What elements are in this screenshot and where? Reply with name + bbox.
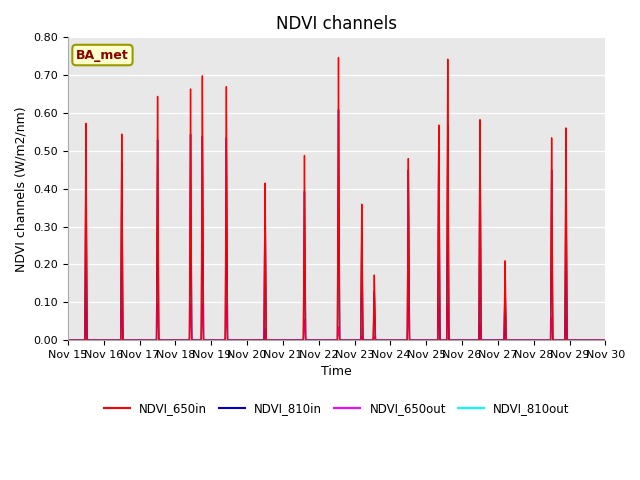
Text: BA_met: BA_met: [76, 48, 129, 61]
X-axis label: Time: Time: [321, 365, 352, 379]
Legend: NDVI_650in, NDVI_810in, NDVI_650out, NDVI_810out: NDVI_650in, NDVI_810in, NDVI_650out, NDV…: [99, 397, 575, 420]
Y-axis label: NDVI channels (W/m2/nm): NDVI channels (W/m2/nm): [15, 106, 28, 272]
Title: NDVI channels: NDVI channels: [276, 15, 397, 33]
